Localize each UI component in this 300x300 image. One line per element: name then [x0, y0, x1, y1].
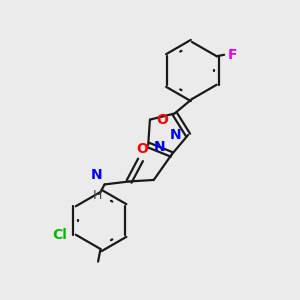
Text: O: O: [157, 112, 168, 127]
Text: Cl: Cl: [52, 228, 68, 242]
Text: N: N: [170, 128, 182, 142]
Text: F: F: [228, 48, 238, 62]
Text: H: H: [93, 189, 102, 202]
Text: O: O: [136, 142, 148, 156]
Text: N: N: [154, 140, 165, 154]
Text: N: N: [91, 168, 102, 182]
